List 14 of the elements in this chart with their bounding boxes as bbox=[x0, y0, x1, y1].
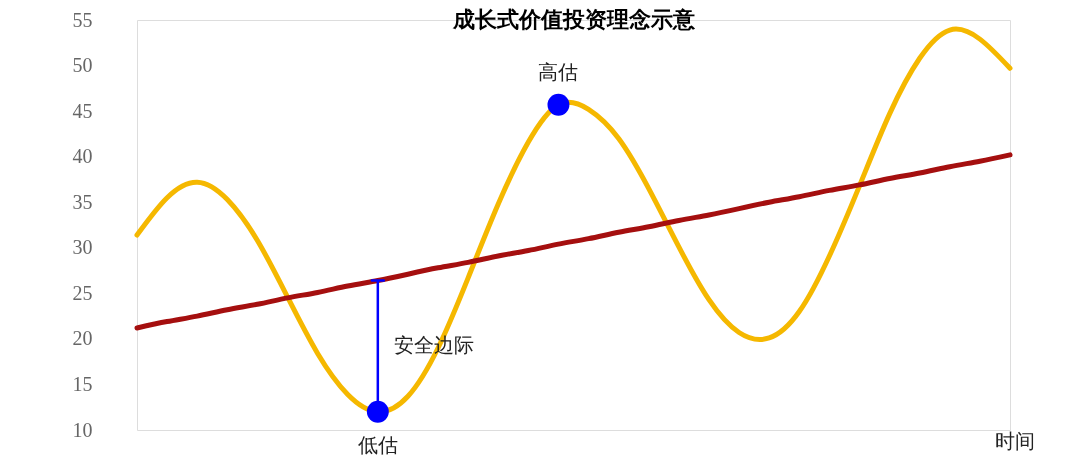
y-tick-label: 50 bbox=[72, 54, 93, 77]
y-tick-label: 25 bbox=[72, 281, 93, 304]
y-tick-label: 20 bbox=[72, 327, 93, 350]
y-tick-label: 35 bbox=[72, 190, 93, 213]
chart-title: 成长式价值投资理念示意 bbox=[451, 7, 696, 32]
y-tick-label: 15 bbox=[72, 372, 93, 395]
y-tick-label: 45 bbox=[72, 99, 93, 122]
x-axis-title: 时间 bbox=[995, 430, 1035, 452]
y-tick-label: 40 bbox=[72, 145, 93, 168]
y-tick-label: 30 bbox=[72, 236, 93, 259]
y-tick-label: 55 bbox=[72, 8, 93, 31]
data-label: 高估 bbox=[538, 60, 579, 83]
y-tick-label: 10 bbox=[72, 418, 93, 441]
data-label: 低估 bbox=[357, 433, 398, 456]
